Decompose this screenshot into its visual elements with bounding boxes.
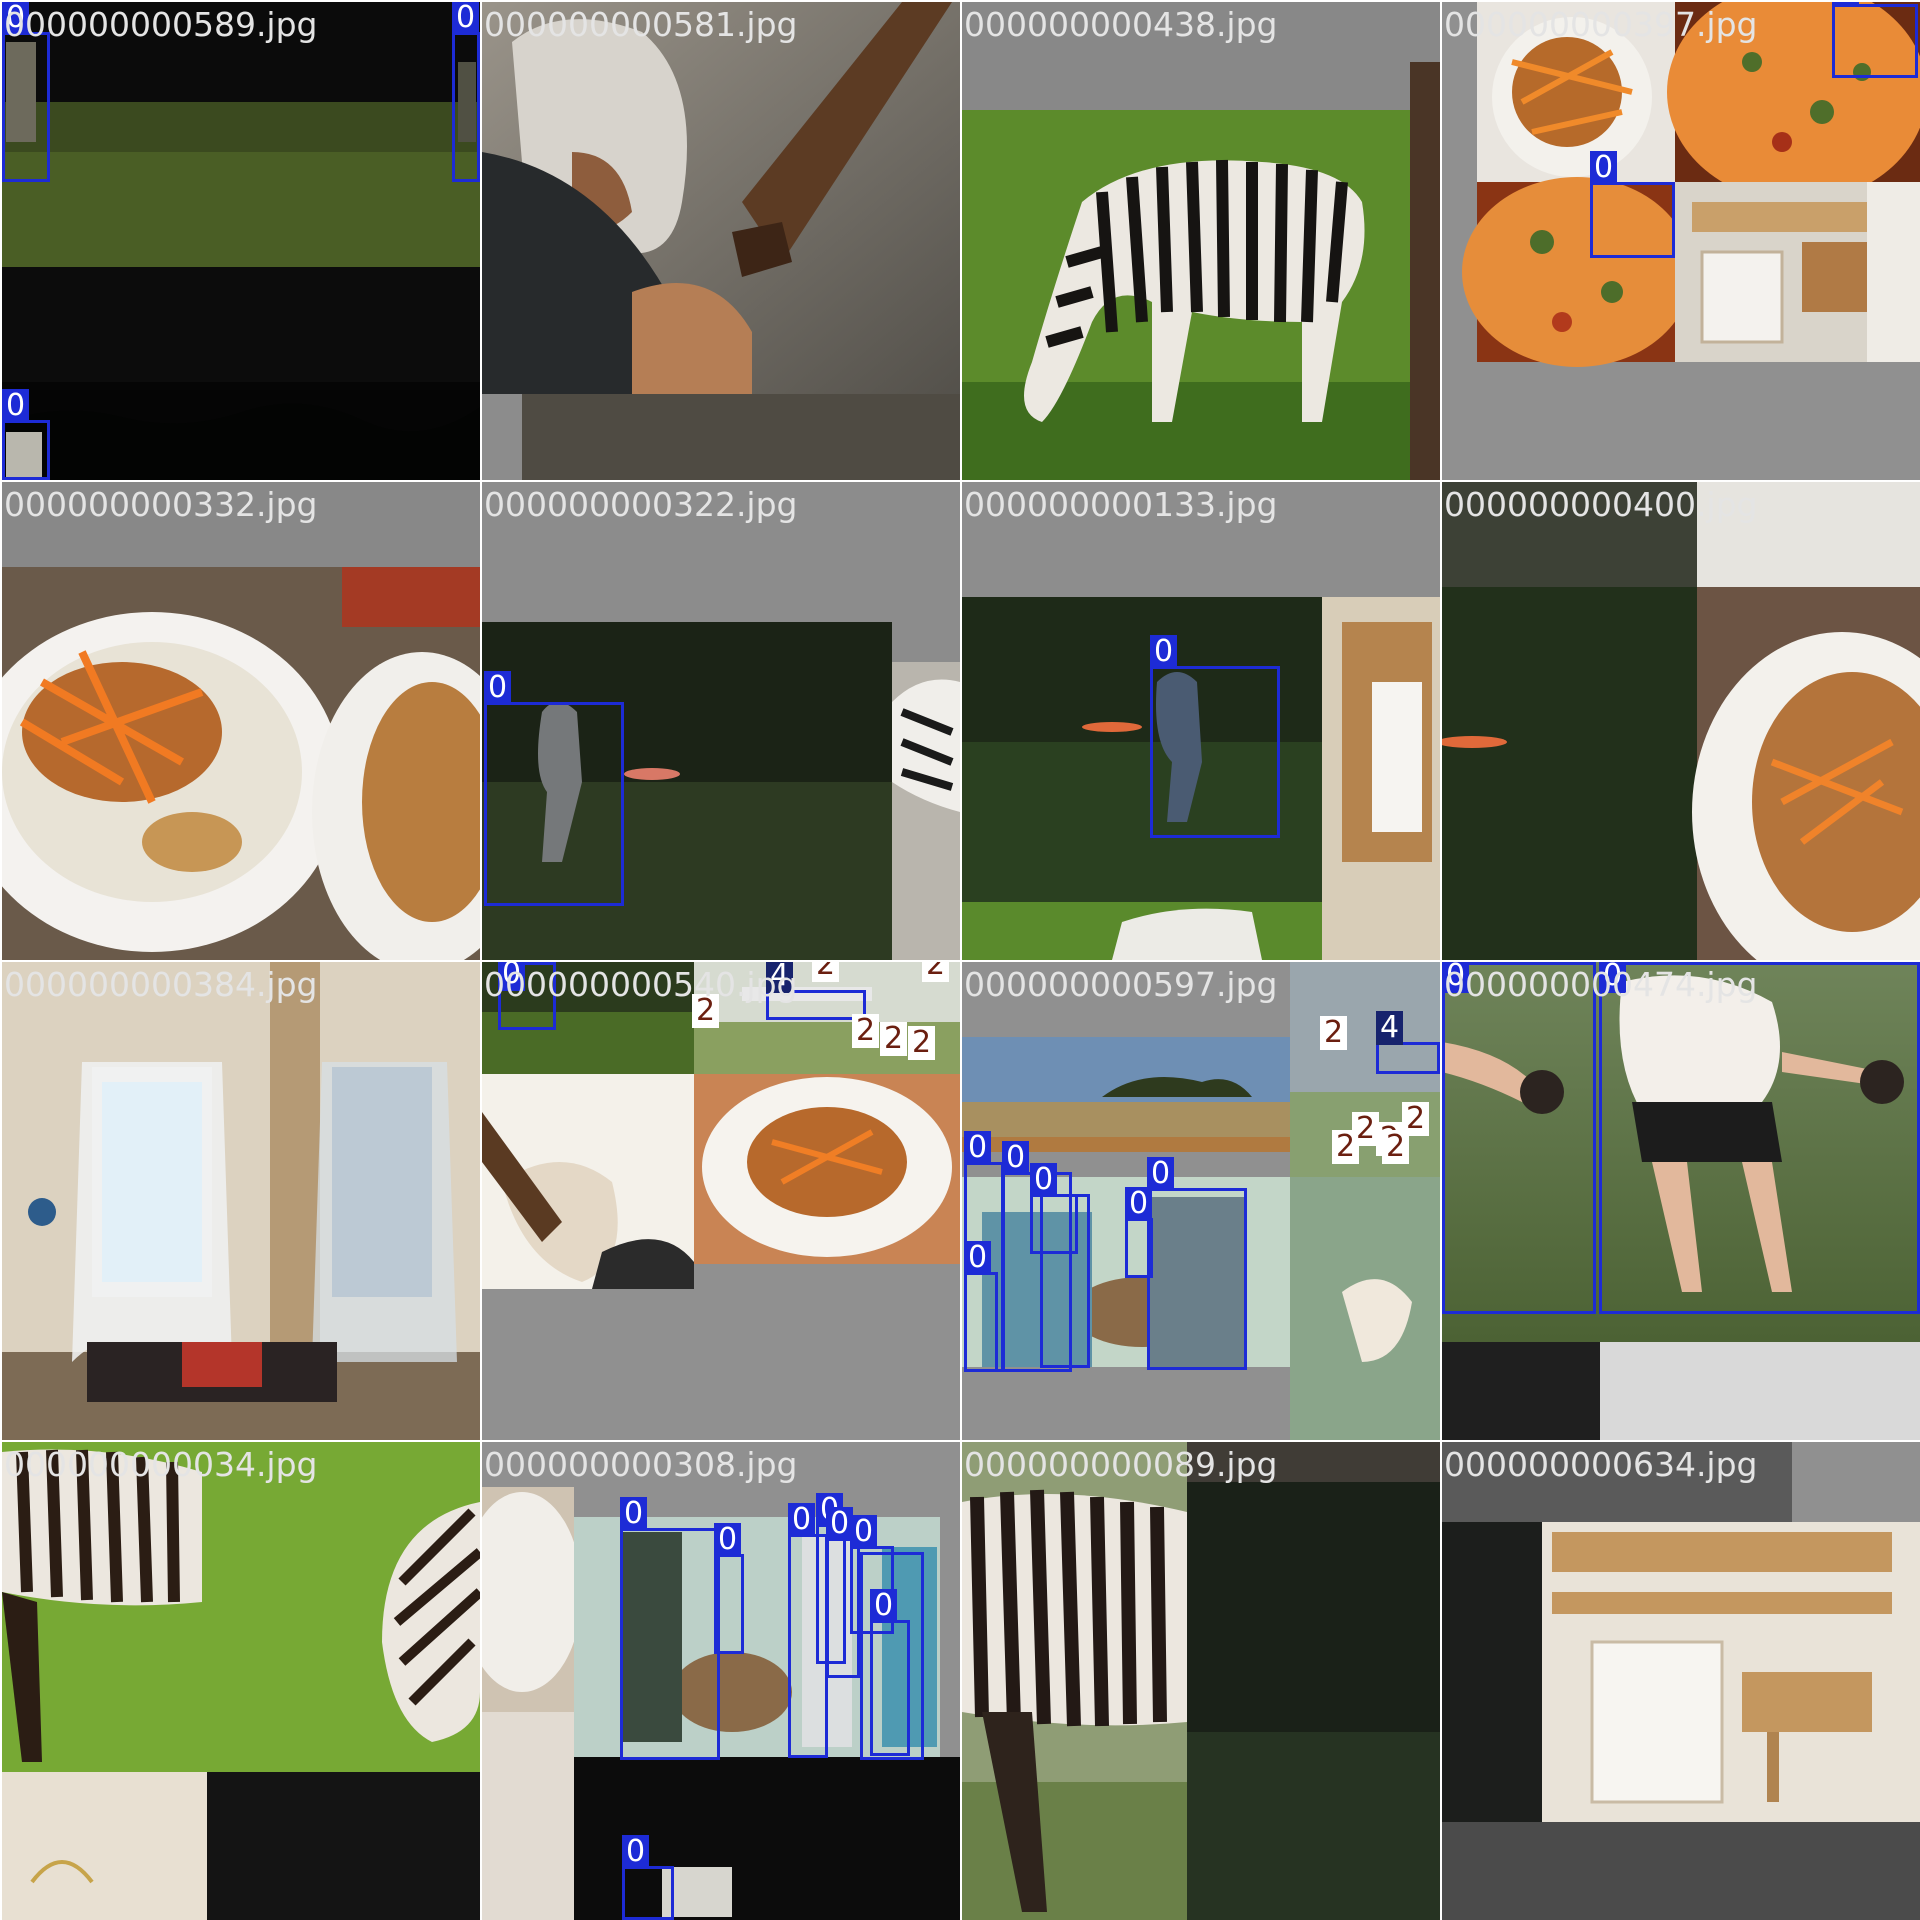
tile-540: 0 4 2 2 2 2 2 2 000000000540.jpg bbox=[482, 962, 960, 1440]
filename-label: 000000000308.jpg bbox=[484, 1445, 798, 1484]
tile-308: 0 0 0 0 0 0 0 0 000000000308.jpg bbox=[482, 1442, 960, 1920]
car-label: 2 bbox=[1332, 1130, 1360, 1164]
tile-image bbox=[2, 962, 480, 1440]
car-label: 2 bbox=[812, 962, 840, 982]
filename-label: 000000000474.jpg bbox=[1444, 965, 1758, 1004]
car-label: 2 bbox=[922, 962, 950, 982]
tile-image bbox=[482, 1442, 960, 1920]
tile-589: 0 0 0 000000000589.jpg bbox=[2, 2, 480, 480]
tile-image bbox=[2, 1442, 480, 1920]
car-label: 2 bbox=[1320, 1016, 1348, 1050]
tile-133: 0 000000000133.jpg bbox=[962, 482, 1440, 960]
tile-089: 000000000089.jpg bbox=[962, 1442, 1440, 1920]
filename-label: 000000000322.jpg bbox=[484, 485, 798, 524]
car-label: 2 bbox=[880, 1022, 908, 1056]
filename-label: 000000000589.jpg bbox=[4, 5, 318, 44]
tile-image bbox=[482, 2, 960, 480]
car-label: 2 bbox=[1352, 1112, 1380, 1146]
car-label: 2 bbox=[908, 1026, 936, 1060]
filename-label: 000000000397.jpg bbox=[1444, 5, 1758, 44]
filename-label: 000000000634.jpg bbox=[1444, 1445, 1758, 1484]
filename-label: 000000000034.jpg bbox=[4, 1445, 318, 1484]
tile-image bbox=[2, 482, 480, 960]
filename-label: 000000000400.jpg bbox=[1444, 485, 1758, 524]
tile-image bbox=[1442, 1442, 1920, 1920]
tile-image bbox=[962, 482, 1440, 960]
tile-397: 0 0 000000000397.jpg bbox=[1442, 2, 1920, 480]
filename-label: 000000000332.jpg bbox=[4, 485, 318, 524]
filename-label: 000000000438.jpg bbox=[964, 5, 1278, 44]
car-label: 2 bbox=[852, 1014, 880, 1048]
tile-image bbox=[1442, 482, 1920, 960]
tile-332: 000000000332.jpg bbox=[2, 482, 480, 960]
tile-image bbox=[962, 1442, 1440, 1920]
filename-label: 000000000133.jpg bbox=[964, 485, 1278, 524]
tile-image bbox=[482, 482, 960, 960]
filename-label: 000000000581.jpg bbox=[484, 5, 798, 44]
tile-322: 0 000000000322.jpg bbox=[482, 482, 960, 960]
tile-image bbox=[1442, 962, 1920, 1440]
tile-438: 000000000438.jpg bbox=[962, 2, 1440, 480]
tile-image bbox=[1442, 2, 1920, 480]
tile-474: 0 0 000000000474.jpg bbox=[1442, 962, 1920, 1440]
filename-label: 000000000089.jpg bbox=[964, 1445, 1278, 1484]
tile-597: 2 4 2 2 2 2 2 0 0 0 0 0 0 000000000597.j… bbox=[962, 962, 1440, 1440]
filename-label: 000000000540.jpg bbox=[484, 965, 798, 1004]
tile-image bbox=[2, 2, 480, 480]
filename-label: 000000000597.jpg bbox=[964, 965, 1278, 1004]
tile-581: 000000000581.jpg bbox=[482, 2, 960, 480]
filename-label: 000000000384.jpg bbox=[4, 965, 318, 1004]
tile-034: 000000000034.jpg bbox=[2, 1442, 480, 1920]
tile-384: 000000000384.jpg bbox=[2, 962, 480, 1440]
tile-image bbox=[962, 2, 1440, 480]
car-label: 2 bbox=[692, 994, 720, 1028]
tile-image bbox=[962, 962, 1440, 1440]
car-label: 2 bbox=[1382, 1130, 1410, 1164]
tile-634: 000000000634.jpg bbox=[1442, 1442, 1920, 1920]
tile-400: 000000000400.jpg bbox=[1442, 482, 1920, 960]
